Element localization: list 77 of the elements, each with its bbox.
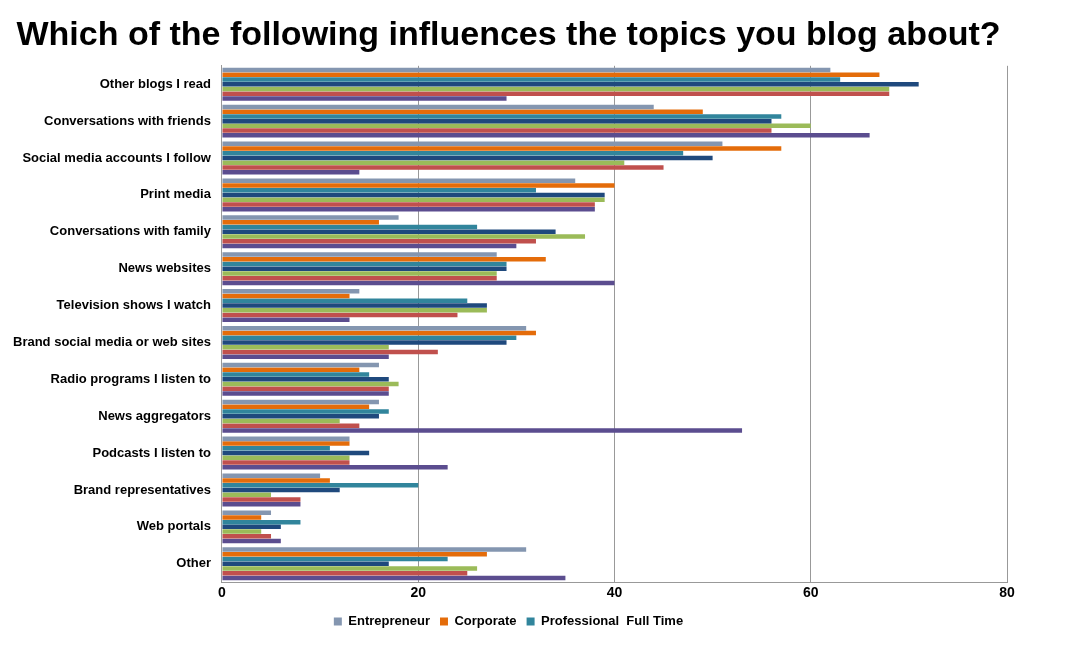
bar: [222, 478, 330, 483]
bar: [222, 183, 615, 188]
bar: [222, 271, 497, 276]
bar: [222, 340, 507, 345]
bar: [222, 220, 379, 225]
bar: [222, 436, 350, 442]
bar: [222, 446, 330, 451]
bar: [222, 293, 350, 299]
x-tick-label: 80: [999, 584, 1015, 601]
y-tick-label: Brand social media or web sites: [12, 334, 211, 350]
bar: [222, 77, 841, 82]
y-tick-label: Print media: [140, 186, 212, 202]
bar: [222, 109, 703, 114]
y-tick-label: Social media accounts I follow: [22, 149, 212, 165]
y-tick-label: Other: [176, 555, 211, 571]
bar: [222, 266, 507, 271]
bar: [222, 529, 262, 534]
x-tick-label: 40: [606, 584, 623, 601]
bar: [222, 303, 487, 308]
bar: [222, 465, 448, 470]
legend-label: Corporate: [454, 613, 517, 629]
bar: [222, 234, 586, 239]
bar: [222, 197, 605, 202]
bar: [222, 423, 360, 428]
bar: [222, 552, 487, 557]
x-tick-label: 20: [410, 584, 427, 601]
bar: [222, 515, 262, 520]
bar: [222, 391, 389, 396]
bar: [222, 165, 664, 170]
bar: [222, 455, 350, 461]
bar: [222, 146, 782, 151]
bar: [222, 441, 350, 446]
bar: [222, 534, 272, 539]
bar: [222, 215, 399, 220]
bar: [222, 492, 272, 497]
bar: [222, 252, 497, 257]
bar: [222, 335, 517, 340]
bar: [222, 497, 301, 502]
bar: [222, 428, 743, 433]
bar: [222, 128, 772, 133]
legend-label: Professional Full Time: [541, 613, 684, 629]
y-tick-label: News websites: [118, 260, 211, 276]
bar: [222, 510, 272, 515]
bar: [222, 91, 890, 96]
bar: [222, 317, 350, 323]
bar: [222, 538, 281, 544]
bar: [222, 289, 360, 294]
y-tick-label: Conversations with friends: [44, 112, 211, 128]
y-tick-label: News aggregators: [98, 407, 211, 423]
chart-title: Which of the following influences the topics you blog about?: [16, 13, 1001, 52]
bar: [222, 547, 527, 552]
bar: [222, 409, 389, 414]
bar: [222, 566, 478, 571]
y-tick-label: Web portals: [136, 518, 211, 534]
bar: [222, 354, 389, 359]
bar: [222, 151, 684, 156]
legend-label: Entrepreneur: [348, 613, 430, 629]
y-tick-label: Conversations with family: [49, 223, 212, 239]
x-tick-label: 60: [802, 584, 819, 601]
bar: [222, 133, 870, 138]
y-tick-label: Other blogs I read: [99, 75, 212, 91]
bar: [222, 96, 507, 101]
y-tick-label: Radio programs I listen to: [50, 370, 212, 386]
bar: [222, 114, 782, 119]
bar: [222, 524, 281, 530]
bar: [222, 202, 595, 207]
bar: [222, 404, 370, 409]
y-tick-label: Television shows I watch: [56, 297, 212, 313]
bar: [222, 377, 389, 382]
y-tick-label: Podcasts I listen to: [92, 444, 212, 460]
bar: [222, 308, 487, 313]
y-tick-label: Brand representatives: [73, 481, 211, 497]
bar: [222, 239, 536, 244]
bar: [222, 178, 576, 183]
x-tick-label: 0: [218, 584, 227, 601]
bar: [222, 372, 370, 377]
bar: [222, 460, 350, 465]
